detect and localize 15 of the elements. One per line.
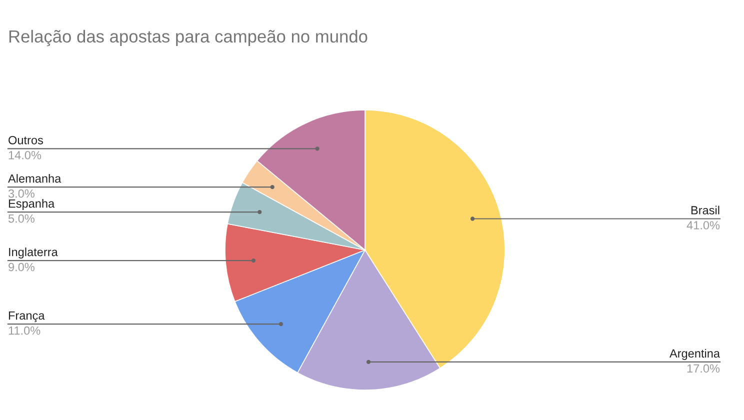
data-label: 17.0% bbox=[687, 364, 720, 373]
data-label: 5.0% bbox=[8, 214, 34, 223]
data-label: 11.0% bbox=[8, 326, 40, 335]
slice-label: Brasil bbox=[691, 206, 720, 214]
slice-label: França bbox=[8, 311, 45, 322]
data-label: 14.0% bbox=[8, 150, 42, 160]
slice-label: Argentina bbox=[669, 348, 720, 360]
slice-label: Alemanha bbox=[8, 174, 62, 183]
data-label: 9.0% bbox=[8, 262, 34, 272]
data-label: 41.0% bbox=[686, 221, 720, 230]
slice-label: Inglaterra bbox=[9, 248, 58, 259]
slice-label: Outros bbox=[8, 136, 43, 144]
slice-label: Espanha bbox=[8, 199, 55, 210]
chart-title: Relação das apostas para campeão no mundo bbox=[9, 30, 368, 46]
data-label: 3.0% bbox=[8, 189, 34, 198]
